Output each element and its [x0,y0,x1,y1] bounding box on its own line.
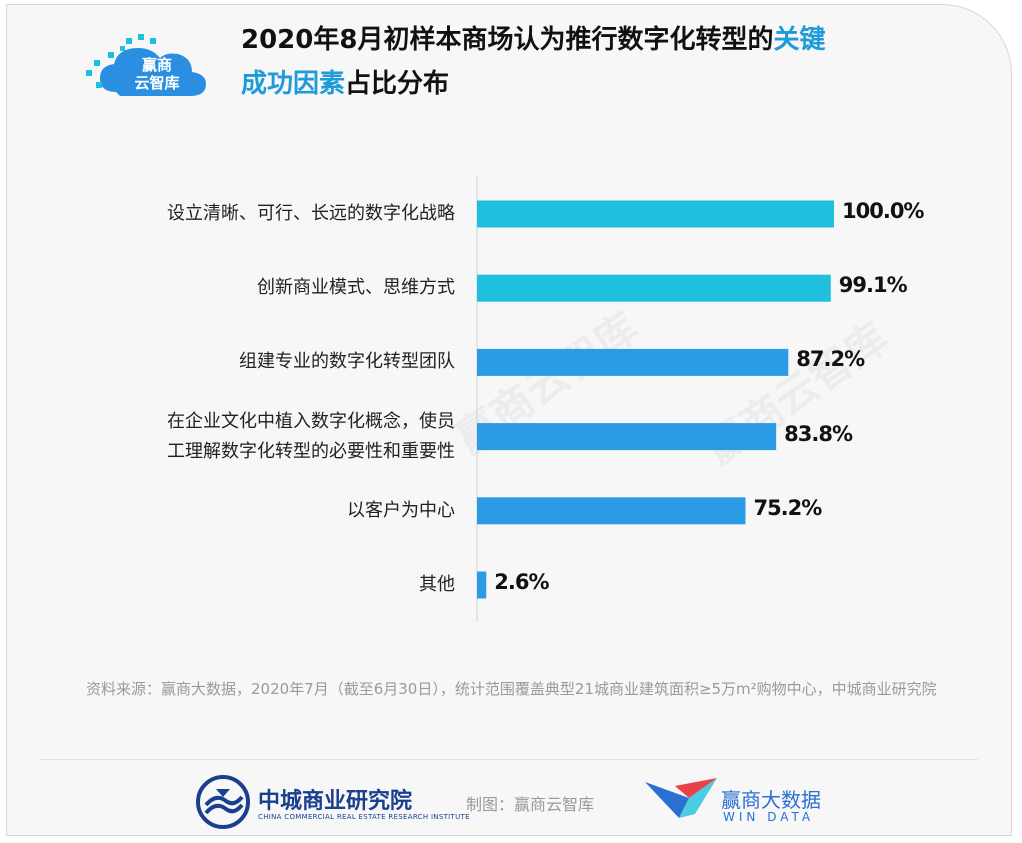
bar-3 [477,423,777,451]
source-note: 资料来源：赢商大数据，2020年7月（截至6月30日），统计范围覆盖典型21城商… [86,680,937,698]
chart-credit: 制图：赢商云智库 [466,795,595,814]
value-label-0: 100.0% [842,199,924,223]
value-label-5: 2.6% [494,570,549,594]
chart-title: 2020年8月初样本商场认为推行数字化转型的关键 成功因素占比分布 [241,25,826,99]
bar-0 [477,200,834,228]
windata-subtitle: WIN DATA [723,810,815,824]
category-label-line: 设立清晰、可行、长远的数字化战略 [167,203,455,224]
bar-2 [477,348,789,376]
bar-5 [477,571,487,599]
category-label-5: 其他 [95,570,455,600]
value-label-2: 87.2% [796,347,865,372]
bar-1 [477,274,831,302]
category-label-4: 以客户为中心 [95,496,455,526]
windata-name: 赢商大数据 [721,788,821,812]
org-name: 中城商业研究院 [258,788,413,814]
category-label-0: 设立清晰、可行、长远的数字化战略 [95,199,455,229]
windata-logo-icon [645,778,717,818]
category-label-line: 其他 [419,574,455,595]
bar-4 [477,497,746,525]
value-label-1: 99.1% [838,273,908,298]
org-subtitle: CHINA COMMERCIAL REAL ESTATE RESEARCH IN… [258,813,470,821]
value-label-3: 83.8% [784,421,853,446]
category-label-line: 以客户为中心 [347,499,455,521]
org-emblem-icon [196,775,250,829]
category-label-line: 组建专业的数字化转型团队 [239,351,455,373]
category-label-line: 创新商业模式、思维方式 [257,277,455,299]
category-label-1: 创新商业模式、思维方式 [95,273,455,303]
chart-card [6,4,1012,836]
category-label-line: 工理解数字化转型的必要性和重要性 [167,440,455,462]
footer-divider [40,759,978,760]
category-label-line: 在企业文化中植入数字化概念，使员 [167,410,455,432]
category-label-3: 在企业文化中植入数字化概念，使员 工理解数字化转型的必要性和重要性 [95,407,455,467]
value-label-4: 75.2% [753,495,822,520]
logo-text: 赢商 云智库 [134,56,180,92]
yingshang-cloud-logo [86,34,206,96]
category-label-2: 组建专业的数字化转型团队 [95,347,455,377]
